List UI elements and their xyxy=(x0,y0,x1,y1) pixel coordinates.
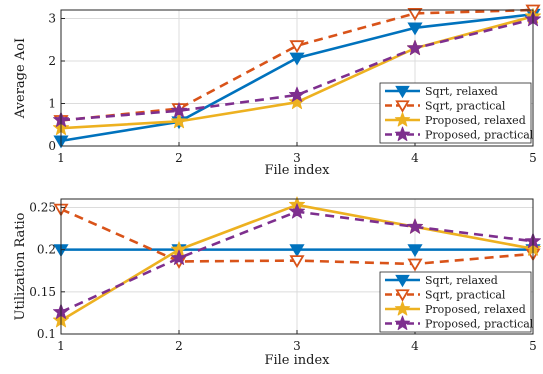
y-axis-title: Average AoI xyxy=(13,38,28,119)
utilization-chart: 1 2 3 4 5 0.1 0.15 0.2 0.25 File index Utilization… xyxy=(13,197,541,368)
x-tick-label: 1 xyxy=(57,339,65,353)
x-tick-label: 1 xyxy=(57,151,65,165)
legend-label: Proposed, relaxed xyxy=(425,303,526,316)
x-tick-label: 4 xyxy=(411,151,419,165)
legend-label: Proposed, relaxed xyxy=(425,114,526,127)
y-tick-label: 2 xyxy=(48,54,56,68)
legend-label: Proposed, practical xyxy=(425,318,534,331)
y-tick-label: 0.1 xyxy=(37,327,56,341)
x-axis-title: File index xyxy=(264,353,330,368)
x-axis-title: File index xyxy=(264,163,330,178)
x-tick-label: 2 xyxy=(175,151,183,165)
x-tick-label: 5 xyxy=(529,151,537,165)
legend-label: Proposed, practical xyxy=(425,129,534,142)
y-tick-label: 1 xyxy=(48,97,56,111)
y-axis-title: Utilization Ratio xyxy=(13,212,28,320)
legend-entry: Sqrt, practical xyxy=(385,100,506,113)
x-tick-label: 2 xyxy=(175,339,183,353)
legend-entry: Sqrt, practical xyxy=(385,289,506,302)
legend-label: Sqrt, practical xyxy=(425,289,506,302)
legend-entry: Sqrt, relaxed xyxy=(385,274,498,287)
y-tick-label: 3 xyxy=(48,12,56,26)
y-tick-label: 0 xyxy=(48,139,56,153)
y-tick-label: 0.15 xyxy=(29,285,56,299)
y-tick-label: 0.2 xyxy=(37,243,56,257)
legend-label: Sqrt, relaxed xyxy=(425,85,498,98)
x-tick-label: 3 xyxy=(293,339,301,353)
x-tick-label: 4 xyxy=(411,339,419,353)
legend-label: Sqrt, practical xyxy=(425,100,506,113)
x-tick-label: 5 xyxy=(529,339,537,353)
y-tick-label: 0.25 xyxy=(29,200,56,214)
legend-label: Sqrt, relaxed xyxy=(425,274,498,287)
legend-entry: Sqrt, relaxed xyxy=(385,85,498,98)
